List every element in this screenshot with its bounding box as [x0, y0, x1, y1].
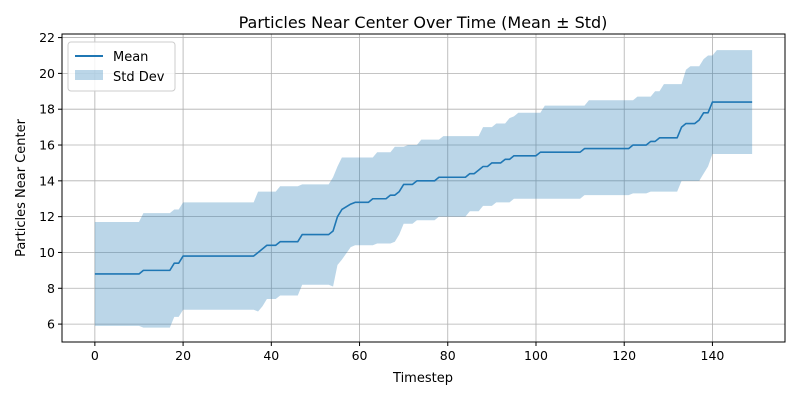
- y-axis-label: Particles Near Center: [14, 118, 29, 257]
- mean-line-layer: [94, 101, 753, 275]
- y-tick-label: 20: [39, 66, 55, 81]
- legend-std-dev-swatch: [75, 70, 103, 80]
- x-axis-ticks: 0 20 40 60 80 100 120 140: [91, 342, 725, 363]
- legend-mean-label: Mean: [113, 50, 148, 65]
- x-tick-label: 80: [440, 348, 456, 363]
- legend-box: [67, 41, 176, 92]
- mean-line: [94, 101, 753, 275]
- std-dev-band: [94, 50, 753, 328]
- x-tick-label: 120: [612, 348, 636, 363]
- y-tick-label: 16: [39, 138, 55, 153]
- x-axis-label: Timestep: [392, 371, 453, 386]
- plot-frame: [61, 33, 786, 343]
- chart-title: Particles Near Center Over Time (Mean ± …: [239, 13, 608, 32]
- y-axis-ticks: 6 8 10 12 14 16 18 20 22: [39, 30, 62, 332]
- legend-std-dev-label: Std Dev: [113, 70, 165, 85]
- x-tick-label: 60: [352, 348, 368, 363]
- y-tick-label: 14: [39, 173, 55, 188]
- y-tick-label: 18: [39, 102, 55, 117]
- x-tick-label: 0: [91, 348, 99, 363]
- y-tick-label: 8: [47, 281, 55, 296]
- legend: Mean Std Dev: [67, 41, 176, 92]
- y-tick-label: 6: [47, 317, 55, 332]
- grid-lines: [62, 34, 785, 342]
- y-tick-label: 12: [39, 209, 55, 224]
- x-tick-label: 100: [524, 348, 548, 363]
- y-tick-label: 10: [39, 245, 55, 260]
- x-tick-label: 40: [263, 348, 279, 363]
- y-tick-label: 22: [39, 30, 55, 45]
- std-dev-band-layer: [94, 50, 753, 328]
- x-tick-label: 140: [701, 348, 725, 363]
- x-tick-label: 20: [175, 348, 191, 363]
